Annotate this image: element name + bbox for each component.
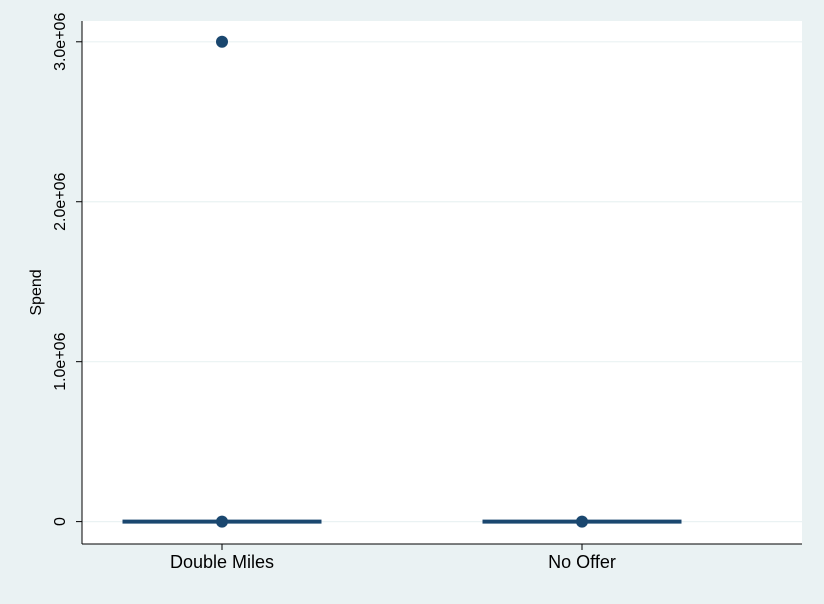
tick-labels: 0 1.0e+06 2.0e+06 3.0e+06 Double Miles No Off… (52, 13, 616, 572)
outlier-point (216, 35, 228, 48)
box-0 (122, 35, 322, 528)
y-tick-label: 3.0e+06 (52, 13, 69, 71)
y-tick-label: 0 (52, 517, 69, 526)
x-tick-label: Double Miles (170, 552, 274, 572)
axes (76, 21, 802, 550)
outlier-point (216, 515, 228, 528)
box-1 (482, 515, 682, 528)
y-tick-label: 1.0e+06 (52, 332, 69, 390)
grid-lines (82, 41, 802, 523)
plot-area (82, 21, 802, 544)
x-tick-label: No Offer (548, 552, 616, 572)
y-axis-label: Spend (28, 269, 45, 315)
boxes (122, 35, 682, 528)
y-tick-label: 2.0e+06 (52, 172, 69, 230)
outlier-point (576, 515, 588, 528)
